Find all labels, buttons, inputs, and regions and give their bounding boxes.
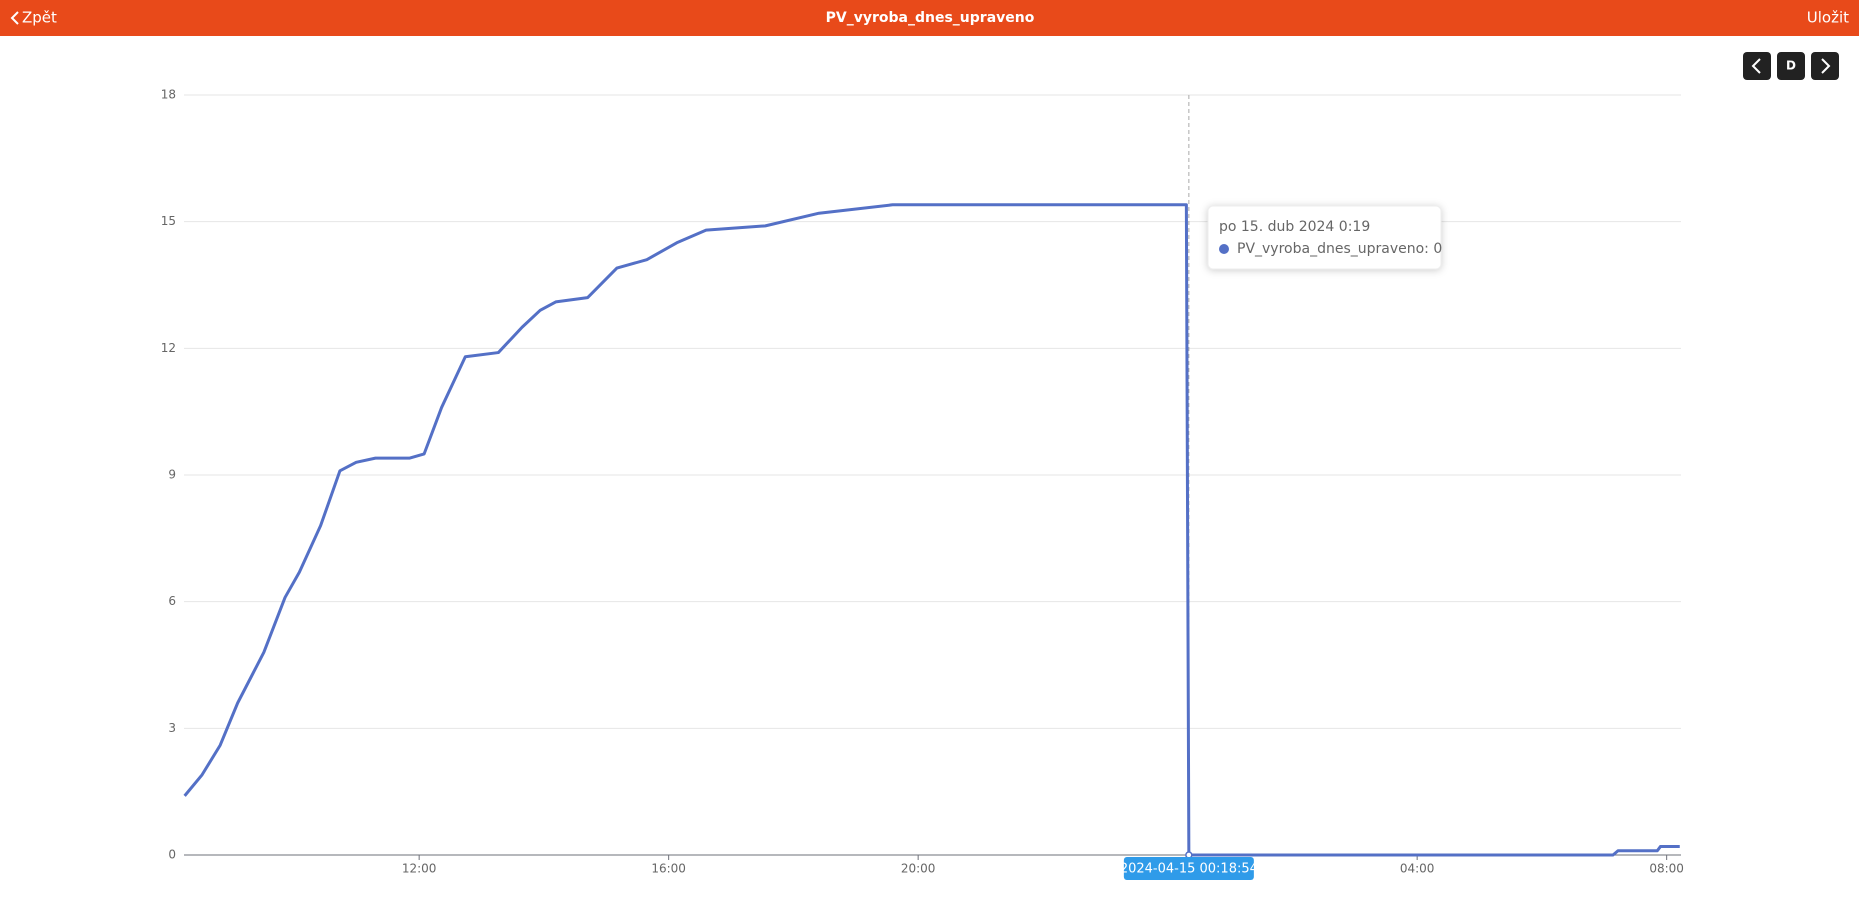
- button-bg: [1811, 52, 1839, 80]
- plot: 0 3 6 9 12 15 18 12:00 16:00 20:00 04:00 08:00 2024-…: [161, 88, 1684, 880]
- y-tick-label: 18: [161, 88, 176, 102]
- next-button[interactable]: [1811, 52, 1839, 80]
- header-bar: [0, 0, 1859, 36]
- series-line: [183, 203, 1680, 857]
- tooltip-marker: [1219, 244, 1229, 254]
- tooltip-bg: [1207, 205, 1442, 270]
- pointer-label-bg: [1123, 857, 1254, 880]
- button-bg: [1743, 52, 1771, 80]
- y-tick-label: 12: [161, 341, 176, 355]
- back-button[interactable]: Zpět: [10, 9, 57, 27]
- tooltip-label: PV_vyroba_dnes_upraveno: 0: [1237, 241, 1442, 257]
- x-tick-label: 16:00: [651, 862, 686, 876]
- y-tick-label: 9: [168, 468, 176, 482]
- tooltip-title: po 15. dub 2024 0:19: [1219, 219, 1370, 235]
- x-tick-label: 12:00: [402, 862, 437, 876]
- y-tick-label: 0: [168, 848, 176, 862]
- x-tick-label: 20:00: [901, 862, 936, 876]
- y-tick-label: 15: [161, 214, 176, 228]
- back-label: Zpět: [22, 9, 57, 27]
- prev-button[interactable]: [1743, 52, 1771, 80]
- x-tick-label: 08:00: [1649, 862, 1684, 876]
- prev-icon: [1751, 58, 1761, 74]
- button-bg: [1777, 52, 1805, 80]
- y-tick-label: 6: [168, 594, 176, 608]
- page-title: PV_vyroba_dnes_upraveno: [826, 10, 1035, 26]
- y-tick-label: 3: [168, 721, 176, 735]
- x-tick-label: 04:00: [1400, 862, 1435, 876]
- next-icon: [1821, 58, 1831, 74]
- pointer-label: 2024-04-15 00:18:54: [1120, 862, 1258, 877]
- tooltip: po 15. dub 2024 0:19 PV_vyroba_dnes_uprav…: [1207, 205, 1442, 270]
- period-button[interactable]: D: [1777, 52, 1805, 80]
- period-label: D: [1786, 59, 1796, 73]
- save-button[interactable]: Uložit: [1807, 9, 1849, 27]
- back-icon: [10, 11, 19, 25]
